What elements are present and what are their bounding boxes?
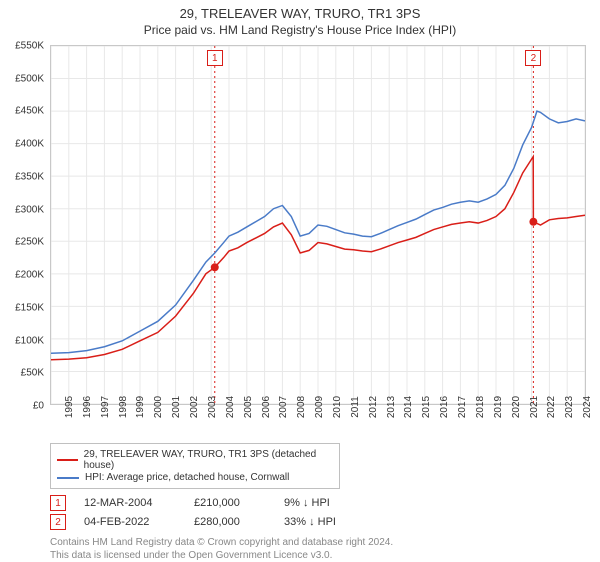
footer-line: This data is licensed under the Open Gov… [50, 549, 586, 562]
legend: 29, TRELEAVER WAY, TRURO, TR1 3PS (detac… [50, 443, 340, 489]
chart-plot-area: 12 [50, 45, 586, 405]
chart-subtitle: Price paid vs. HM Land Registry's House … [0, 23, 600, 37]
y-tick-label: £350K [15, 171, 44, 182]
event-date: 12-MAR-2004 [84, 497, 194, 509]
y-tick-label: £250K [15, 237, 44, 248]
event-date: 04-FEB-2022 [84, 516, 194, 528]
y-tick-label: £550K [15, 41, 44, 52]
legend-swatch [57, 459, 78, 461]
legend-label: HPI: Average price, detached house, Corn… [85, 472, 289, 483]
x-axis: 1995199619971998199920002001200220032004… [50, 405, 586, 437]
legend-item: HPI: Average price, detached house, Corn… [57, 472, 333, 483]
event-marker: 1 [50, 495, 66, 511]
chart-title: 29, TRELEAVER WAY, TRURO, TR1 3PS [0, 6, 600, 21]
y-tick-label: £0 [33, 401, 44, 412]
y-tick-label: £500K [15, 73, 44, 84]
y-tick-label: £100K [15, 335, 44, 346]
event-price: £210,000 [194, 497, 284, 509]
event-marker: 2 [50, 514, 66, 530]
y-tick-label: £200K [15, 270, 44, 281]
event-delta: 33% ↓ HPI [284, 516, 374, 528]
event-row: 2 04-FEB-2022£280,00033% ↓ HPI [50, 514, 586, 530]
y-tick-label: £400K [15, 139, 44, 150]
event-table: 1 12-MAR-2004£210,0009% ↓ HPI 2 04-FEB-2022… [50, 495, 586, 530]
footer-attribution: Contains HM Land Registry data © Crown c… [50, 536, 586, 562]
y-tick-label: £450K [15, 106, 44, 117]
x-tick-label: 2025 [586, 396, 600, 418]
event-marker-box: 1 [207, 50, 223, 66]
event-marker-box: 2 [525, 50, 541, 66]
footer-line: Contains HM Land Registry data © Crown c… [50, 536, 586, 549]
legend-label: 29, TRELEAVER WAY, TRURO, TR1 3PS (detac… [84, 449, 333, 471]
y-axis: £0£50K£100K£150K£200K£250K£300K£350K£400… [0, 46, 48, 406]
event-price: £280,000 [194, 516, 284, 528]
y-tick-label: £50K [21, 368, 44, 379]
y-tick-label: £150K [15, 302, 44, 313]
legend-item: 29, TRELEAVER WAY, TRURO, TR1 3PS (detac… [57, 449, 333, 471]
plot-svg [51, 46, 585, 404]
event-delta: 9% ↓ HPI [284, 497, 374, 509]
legend-swatch [57, 477, 79, 479]
event-row: 1 12-MAR-2004£210,0009% ↓ HPI [50, 495, 586, 511]
y-tick-label: £300K [15, 204, 44, 215]
